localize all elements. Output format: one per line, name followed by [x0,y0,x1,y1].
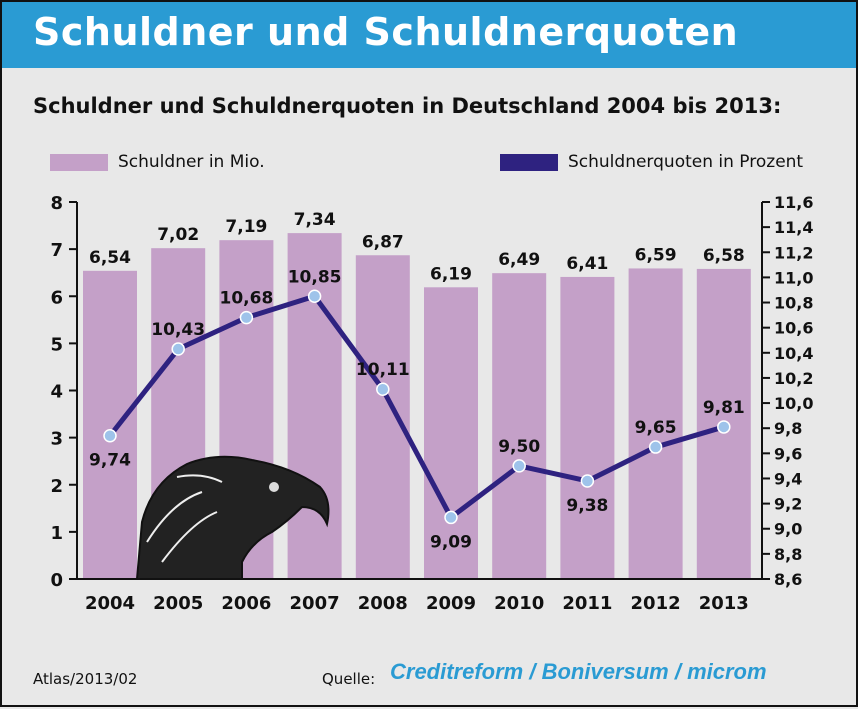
bar-label: 6,59 [635,245,677,265]
source-logo: Creditreform / Boniversum / microm [390,659,767,684]
source-label: Quelle: [322,670,376,688]
line-label: 9,50 [498,437,540,457]
line-label: 10,11 [356,360,410,380]
bar-label: 6,87 [362,232,404,252]
bar [628,268,683,579]
header: Schuldner und Schuldnerquoten [2,2,856,68]
y-tick-label-right: 11,6 [774,193,813,212]
y-tick-label-right: 9,0 [774,520,802,539]
line-label: 9,74 [89,451,131,471]
y-tick-label-left: 5 [50,334,63,355]
line-label: 9,81 [703,398,745,418]
x-tick-label: 2010 [494,593,544,614]
legend-label: Schuldnerquoten in Prozent [568,152,804,172]
y-tick-label-right: 10,8 [774,294,813,313]
y-tick-label-right: 11,2 [774,243,813,262]
y-tick-label-right: 10,6 [774,319,813,338]
line-point [648,440,663,454]
line-point [717,420,731,434]
page-title: Schuldner und Schuldnerquoten [33,10,739,54]
line-label: 9,38 [566,496,608,516]
x-tick-label: 2006 [221,593,271,614]
y-tick-label-right: 9,4 [774,469,802,488]
line-point [512,459,526,473]
line-label: 10,85 [288,267,342,287]
x-tick-label: 2004 [85,593,135,614]
y-tick-label-left: 1 [50,523,63,544]
bar [355,255,410,579]
vulture-feathers [146,474,223,563]
bar-label: 6,19 [430,264,472,284]
legend-label: Schuldner in Mio. [118,152,265,172]
x-tick-label: 2011 [562,593,612,614]
legend-line: Schuldnerquoten in Prozent [500,152,803,172]
line-label: 9,09 [430,532,472,552]
y-tick-label-right: 9,2 [774,495,802,514]
y-tick-label-right: 9,6 [774,444,802,463]
legend-swatch-line [500,153,558,171]
y-tick-label-right: 8,6 [774,570,802,589]
bar-label: 6,41 [566,254,608,274]
x-tick-label: 2008 [358,593,408,614]
bar-label: 7,02 [157,225,199,245]
y-tick-label-left: 0 [50,570,63,591]
line-point [239,310,254,325]
y-tick-label-right: 11,0 [774,268,813,287]
x-tick-label: 2009 [426,593,476,614]
line-label: 9,65 [635,418,677,438]
y-tick-label-right: 10,4 [774,344,813,363]
y-tick-label-right: 11,4 [774,218,813,237]
x-tick-label: 2007 [290,593,340,614]
y-tick-label-right: 9,8 [774,419,802,438]
bar-label: 6,58 [703,246,745,266]
line-label: 10,68 [220,289,274,309]
y-tick-label-left: 4 [50,382,63,403]
y-tick-label-left: 6 [50,287,63,308]
x-tick-label: 2013 [699,593,749,614]
legend-swatch-bars [50,153,108,171]
line-point [444,510,458,525]
y-tick-label-left: 3 [50,429,63,450]
bar [424,287,478,579]
y-tick-label-right: 10,0 [774,394,813,413]
line-point [307,289,322,303]
y-tick-label-left: 2 [50,476,63,497]
bar [560,276,615,579]
vulture-eye [269,482,279,492]
chart-title: Schuldner und Schuldnerquoten in Deutsch… [33,94,782,118]
y-tick-label-right: 8,8 [774,545,802,564]
bar-label: 6,54 [89,248,131,268]
line-point [376,382,390,396]
x-tick-label: 2012 [631,593,681,614]
bar-label: 6,49 [498,250,540,270]
line-point [103,428,117,443]
source-id: Atlas/2013/02 [33,670,138,688]
legend-bars: Schuldner in Mio. [50,152,265,172]
line-label: 10,43 [151,320,205,340]
y-tick-label-left: 7 [50,240,63,261]
line-series [108,293,725,520]
bar [83,270,137,579]
y-tick-label-right: 10,2 [774,369,813,388]
bar-label: 7,19 [225,217,267,237]
x-tick-label: 2005 [153,593,203,614]
line-point [580,474,595,488]
line-point [171,342,185,356]
bar [492,273,547,579]
vulture-illustration [135,455,330,580]
bar-label: 7,34 [294,210,336,230]
y-tick-label-left: 8 [50,193,63,214]
